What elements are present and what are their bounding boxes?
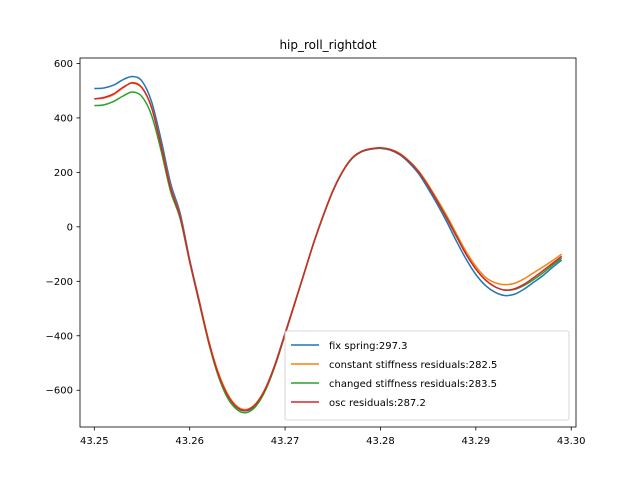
- series-line-4: [94, 82, 563, 412]
- legend-label-4: osc residuals:287.2: [329, 398, 426, 409]
- series-layer: [94, 75, 563, 414]
- x-tick-label: 43.25: [80, 436, 109, 447]
- y-tick-label: 400: [54, 113, 73, 124]
- y-tick-label: 600: [54, 59, 73, 70]
- plot-frame: [79, 57, 577, 428]
- y-tick-label: 0: [67, 222, 73, 233]
- y-tick-label: −600: [46, 386, 73, 397]
- legend-label-1: fix spring:297.3: [329, 341, 408, 352]
- x-tick-label: 43.30: [557, 436, 586, 447]
- x-tick-label: 43.26: [175, 436, 204, 447]
- legend: fix spring:297.3 constant stiffness resid…: [284, 330, 570, 421]
- y-tick-label: −200: [46, 277, 73, 288]
- y-tick-label: 200: [54, 168, 73, 179]
- x-tick-label: 43.29: [462, 436, 491, 447]
- y-axis: 600 400 200 0 −200 −400 −600: [46, 59, 80, 397]
- x-axis: 43.25 43.26 43.27 43.28 43.29 43.30: [80, 427, 586, 447]
- y-tick-label: −400: [46, 331, 73, 342]
- chart-title: hip_roll_rightdot: [279, 38, 376, 52]
- x-tick-label: 43.27: [271, 436, 300, 447]
- legend-box: [284, 330, 570, 421]
- legend-label-2: constant stiffness residuals:282.5: [329, 360, 497, 371]
- legend-label-3: changed stiffness residuals:283.5: [329, 379, 497, 390]
- x-tick-label: 43.28: [366, 436, 395, 447]
